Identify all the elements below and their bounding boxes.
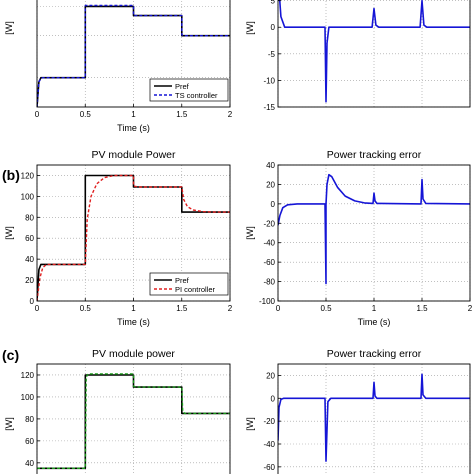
chart4-ytick-label: 40 [25,459,34,468]
chart3-ytick-label: -40 [263,239,275,248]
chart3-ytick-label: -100 [259,297,276,306]
chart5-ylabel: [W] [245,417,255,431]
chart5-ytick-label: -40 [263,440,275,449]
chart3-series-group [278,173,470,285]
chart2-legend-label: PI controller [175,285,216,294]
chart5-frame [277,363,471,474]
chart2-xtick-label: 1 [131,304,136,313]
chart2-ytick-label: 0 [30,297,35,306]
chart4-ylabel: [W] [4,417,14,431]
chart2-title: PV module Power [91,149,176,161]
chart2: 0 20 40 60 80 100 120 0 0.5 1 1.5 2 Time (s) [W] PV mo… [4,149,233,327]
chart2-ytick-label: 100 [21,192,35,201]
chart2-legend-label: Pref [175,276,190,285]
panel-label-b: (b) [2,167,20,183]
chart0-series-group [37,4,230,107]
chart1-series-group [278,0,470,103]
chart4-title: PV module power [92,348,175,360]
chart2-ytick-label: 80 [25,213,34,222]
chart2-xtick-label: 0.5 [80,304,92,313]
chart1-ytick-label: 5 [271,0,276,6]
chart2-xtick-label: 0 [35,304,40,313]
chart0-xtick-label: 1 [131,110,136,119]
chart2-series-0 [37,174,230,301]
chart4-series-group [37,373,230,470]
chart1-plot-area [278,0,470,107]
chart4-ytick-label: 120 [21,371,35,380]
chart2-ytick-label: 20 [25,276,34,285]
chart2-ytick-label: 60 [25,234,34,243]
chart3-title: Power tracking error [327,149,422,161]
chart5-series-0 [278,373,470,462]
chart2-xtick-label: 2 [228,304,233,313]
chart1-frame [277,0,471,108]
chart0-series-1 [37,4,230,107]
chart0-ylabel: [W] [4,21,14,35]
chart3-xtick-label: 2 [468,304,473,313]
chart0-xlabel: Time (s) [117,123,150,133]
chart4-ytick-label: 80 [25,415,34,424]
chart1-ytick-label: 0 [271,23,276,32]
chart2-ylabel: [W] [4,226,14,240]
chart2-series-group [37,174,230,301]
chart1-ytick-label: -15 [263,103,275,112]
chart5-ytick-label: 20 [266,371,275,380]
chart4-frame [36,363,231,474]
chart3-ytick-label: -20 [263,219,275,228]
chart1-ytick-label: -5 [268,50,276,59]
chart3-xtick-label: 0.5 [320,304,332,313]
chart5: 20 0 -20 -40 -60 [W] Power tracking error [245,348,471,474]
chart4-ytick-label: 60 [25,437,34,446]
chart2-series-1 [37,174,230,301]
chart3-ytick-label: -80 [263,278,275,287]
chart0-legend-label: Pref [175,82,190,91]
chart3-ytick-label: 0 [271,200,276,209]
chart0-xtick-label: 0.5 [80,110,92,119]
chart3-ytick-label: 40 [266,161,275,170]
panel-label-c: (c) [2,347,19,363]
chart4-series-1 [37,373,230,469]
chart0-legend-label: TS controller [175,91,218,100]
chart3-series-0 [278,173,470,285]
chart2-ytick-label: 40 [25,255,34,264]
chart2-xtick-label: 1.5 [176,304,188,313]
chart2-ytick-label: 120 [21,171,35,180]
chart3-xlabel: Time (s) [358,317,391,327]
chart0-xtick-label: 2 [228,110,233,119]
chart3-ytick-label: -60 [263,258,275,267]
chart1-ylabel: [W] [245,21,255,35]
chart1-ytick-label: -10 [263,76,275,85]
chart3-xtick-label: 0 [276,304,281,313]
chart5-ytick-label: -20 [263,417,275,426]
chart3-ylabel: [W] [245,226,255,240]
chart5-series-group [278,373,470,462]
chart3-xtick-label: 1.5 [416,304,428,313]
chart5-ytick-label: -60 [263,463,275,472]
chart4: 40 60 80 100 120 [W] PV module power [4,348,231,474]
chart0-xtick-label: 1.5 [176,110,188,119]
chart2-xlabel: Time (s) [117,317,150,327]
chart5-ytick-label: 0 [271,394,276,403]
chart0-xtick-label: 0 [35,110,40,119]
chart1-series-0 [278,0,470,103]
chart4-ytick-label: 100 [21,393,35,402]
chart3-ytick-label: 20 [266,180,275,189]
chart1: 5 0 -5 -10 -15 [W] [245,0,471,112]
chart5-title: Power tracking error [327,348,422,360]
chart3-plot-area [278,165,470,301]
chart3-xtick-label: 1 [372,304,377,313]
